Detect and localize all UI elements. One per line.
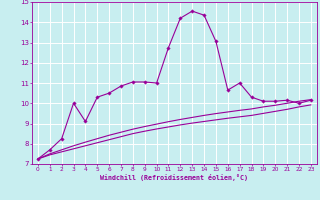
X-axis label: Windchill (Refroidissement éolien,°C): Windchill (Refroidissement éolien,°C) xyxy=(100,174,248,181)
